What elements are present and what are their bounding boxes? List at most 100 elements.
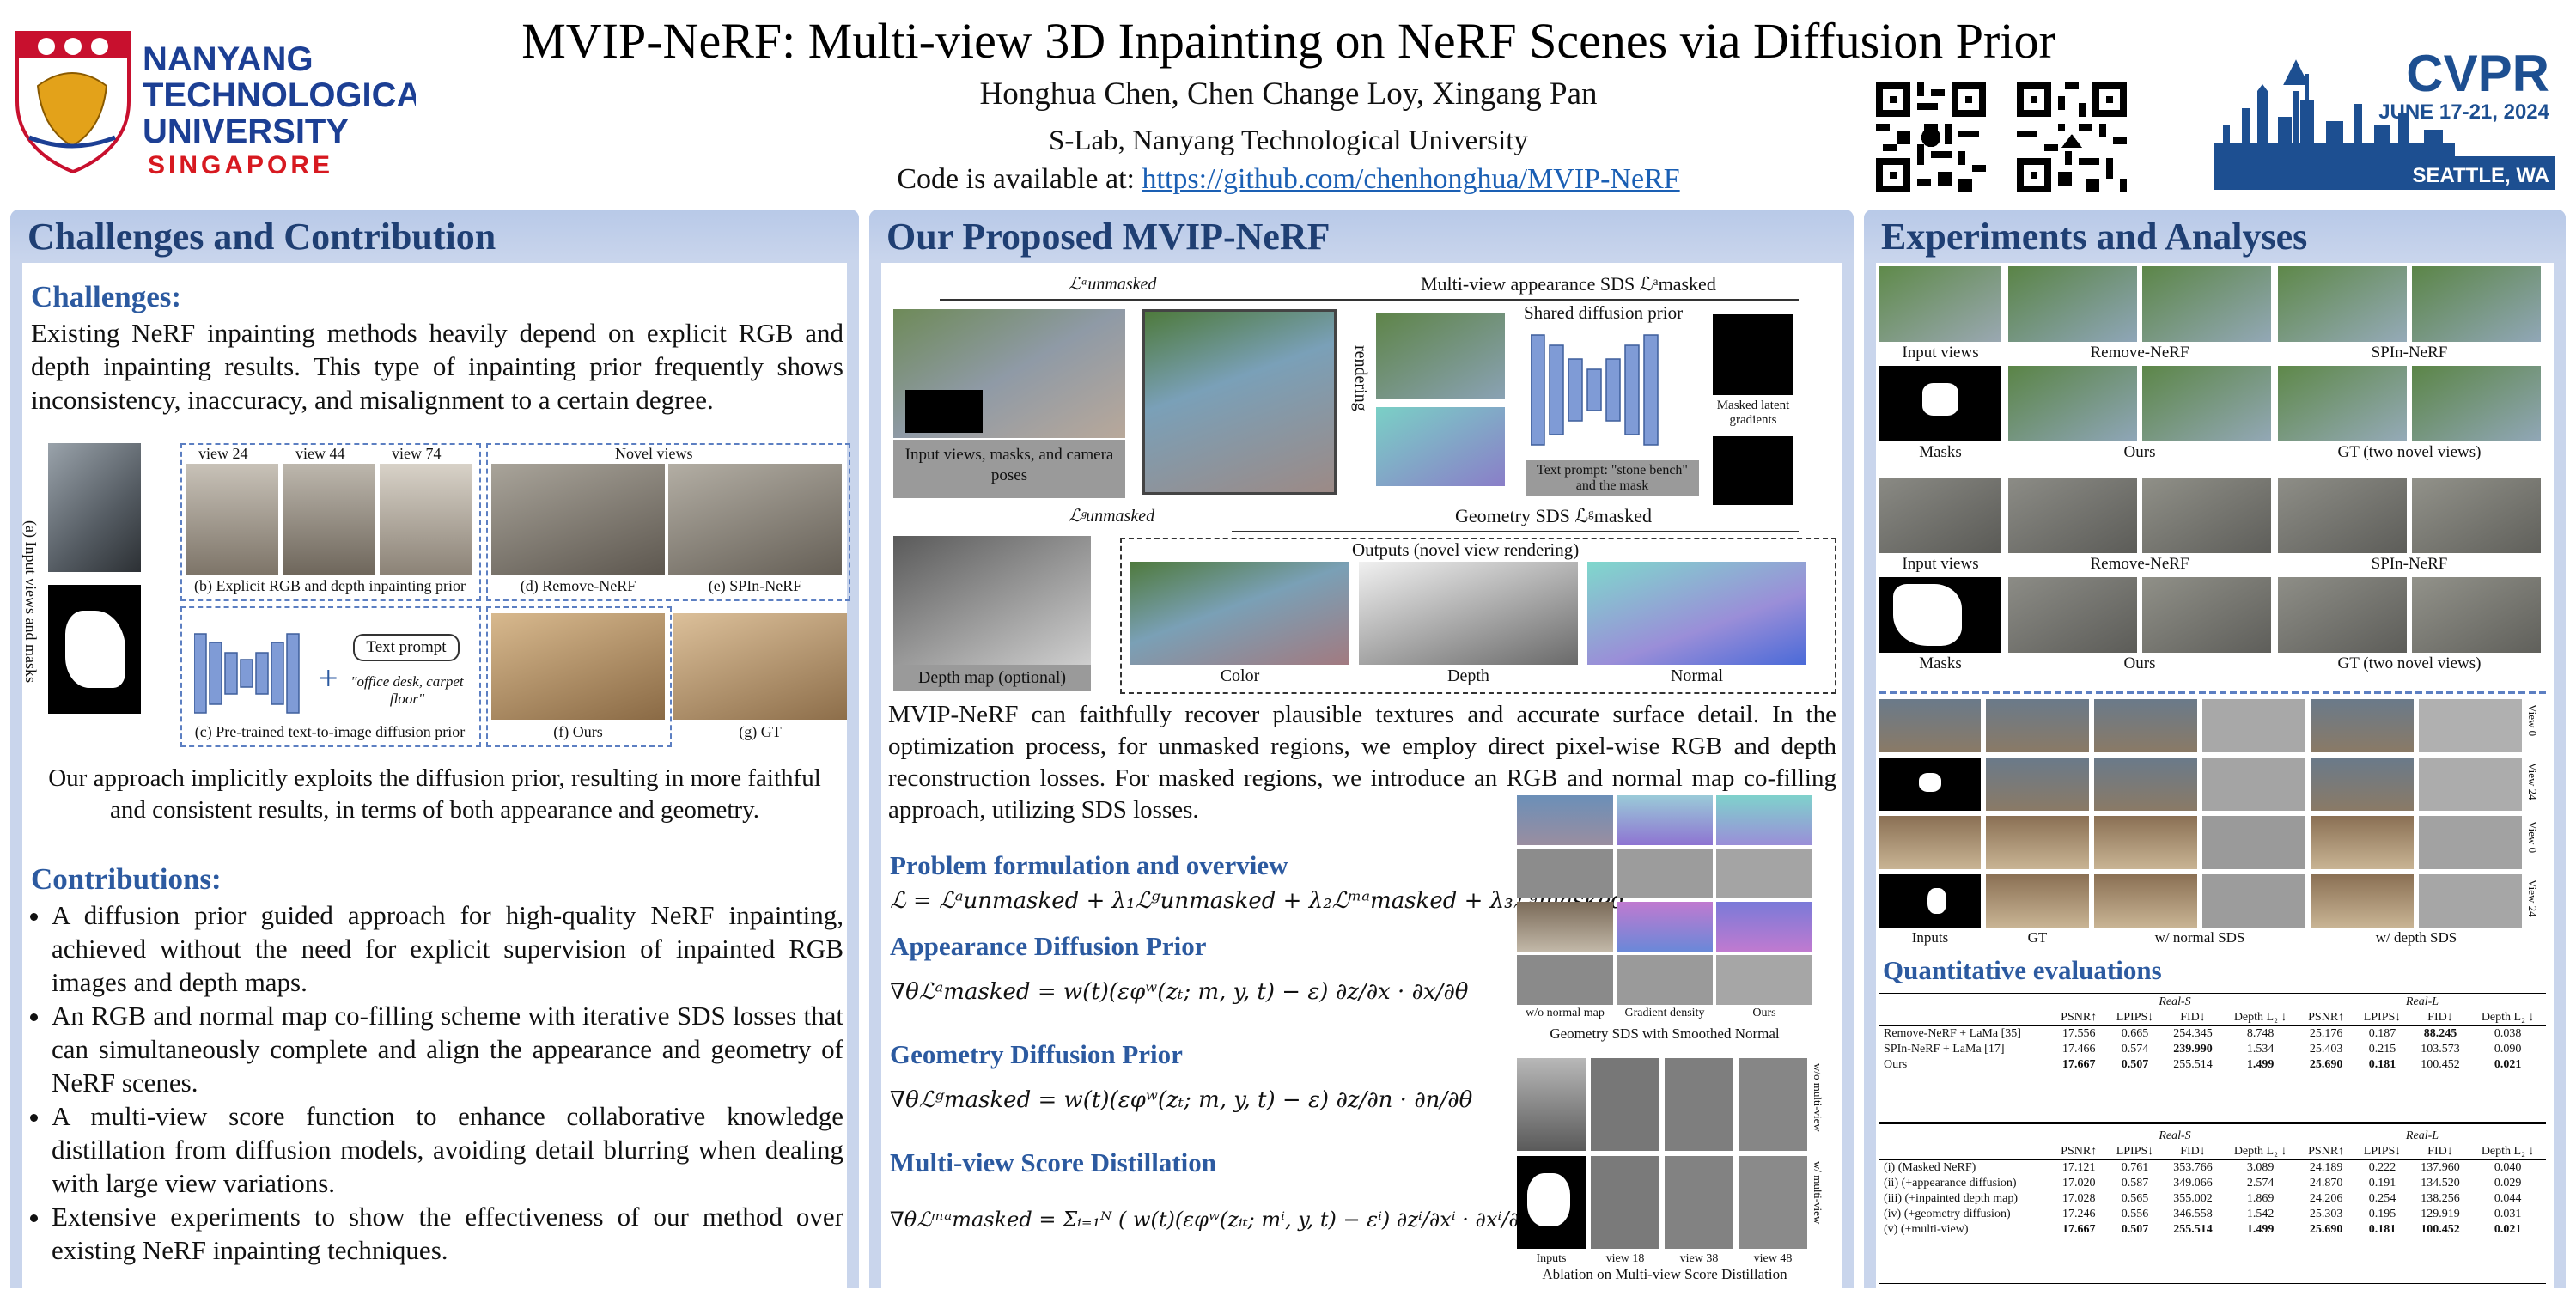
masked-latent-label: Masked latent gradients (1716, 399, 1790, 427)
cvpr-name: CVPR (2406, 45, 2549, 102)
abl1-label-1: w/o normal map (1526, 1007, 1605, 1019)
panel-title-left: Challenges and Contribution (27, 216, 496, 258)
geometry-equation: ∇θℒᵍmasked = w(t)(εφʷ(zₜ; m, y, t) − ε) … (890, 1087, 1473, 1113)
input-views-stack (893, 309, 1125, 438)
g1-label-masks: Masks (1919, 443, 1962, 461)
output-normal (1587, 562, 1806, 665)
g2-label-masks: Masks (1919, 654, 1962, 672)
panel-title-right: Experiments and Analyses (1881, 216, 2308, 258)
table-row: SPIn-NeRF + LaMa [17] 17.466 0.574 239.990 1… (1884, 1043, 2522, 1056)
metric-header: Depth L₂ ↓ (2233, 1011, 2287, 1024)
table-row: Remove-NeRF + LaMa [35] 17.556 0.665 254.34… (1879, 1025, 2546, 1043)
ntu-line-1: NANYANG (143, 40, 314, 78)
metric-header: LPIPS↓ (2363, 1011, 2402, 1024)
spin-nerf-result (668, 464, 842, 575)
multiview-ablation-figure: w/o multi-view w/ multi-view Inputs view… (1517, 1058, 1843, 1290)
caption-f: (f) Ours (553, 723, 603, 740)
g2-label-ours: Ours (2123, 654, 2156, 672)
g1-label-ours: Ours (2123, 443, 2156, 461)
qr-code-github[interactable] (1876, 82, 1986, 192)
pipeline-figure: ℒᵃunmasked Multi-view appearance SDS ℒᵃm… (888, 268, 1842, 694)
g1-label-remove: Remove-NeRF (2090, 344, 2189, 362)
group-real-s: Real-S (2159, 995, 2191, 1008)
table-row: (iii) (+inpainted depth map) 17.028 0.565 3… (1884, 1192, 2522, 1205)
panel-challenges: Challenges and Contribution Challenges: … (10, 210, 859, 1288)
remove-nerf-result (491, 464, 665, 575)
prompt-value: "office desk, carpet floor" (350, 673, 464, 707)
metric-header: Depth L₂ ↓ (2481, 1145, 2535, 1158)
appearance-heading: Appearance Diffusion Prior (890, 931, 1207, 961)
table-row: Ours 17.667 0.507 255.514 1.499 25.690 0.181 10… (1884, 1058, 2522, 1071)
abl2-side-2: w/ multi-view (1812, 1161, 1824, 1225)
text-prompt-box: Text prompt (353, 634, 460, 661)
metric-header: PSNR↑ (2061, 1011, 2098, 1024)
abl1-label-2: Gradient density (1624, 1007, 1705, 1019)
abl1-caption: Geometry SDS with Smoothed Normal (1550, 1025, 1780, 1042)
g1-label-gt: GT (two novel views) (2337, 443, 2482, 461)
nerf-volume (1142, 309, 1337, 495)
qualitative-grid-2: Input views Remove-NeRF SPIn-NeRF Masks … (1879, 478, 2549, 684)
abl2-label-3: view 38 (1679, 1252, 1719, 1265)
input-view-stack (48, 443, 141, 572)
cvpr-logo: CVPR JUNE 17-21, 2024 SEATTLE, WA (2214, 40, 2555, 190)
multiview-heading: Multi-view Score Distillation (890, 1147, 1216, 1177)
teaser-figure: (a) Input views and masks view 24 view 4… (22, 435, 850, 752)
code-prefix: Code is available at: (897, 163, 1142, 195)
panel-title-middle: Our Proposed MVIP-NeRF (886, 216, 1331, 258)
metric-header: FID↓ (2180, 1011, 2206, 1024)
ntu-line-2: TECHNOLOGICAL (143, 76, 416, 114)
prior-view-74 (380, 464, 472, 575)
prior-view-24 (186, 464, 278, 575)
g2-label-gt: GT (two novel views) (2337, 654, 2482, 672)
metric-header: PSNR↑ (2308, 1145, 2345, 1158)
abl-label-depth: w/ depth SDS (2375, 929, 2457, 946)
view-label-24: view 24 (198, 445, 248, 462)
outputs-label: Outputs (novel view rendering) (1352, 539, 1580, 560)
masked-latent-gradient (1713, 314, 1793, 395)
metric-header: Depth L₂ ↓ (2233, 1145, 2287, 1158)
metric-header: LPIPS↓ (2363, 1145, 2402, 1158)
novel-views-label: Novel views (615, 445, 693, 462)
challenges-heading: Challenges: (31, 280, 181, 313)
caption-b: (b) Explicit RGB and depth inpainting pr… (194, 577, 466, 594)
shared-prior-label: Shared diffusion prior (1524, 302, 1684, 323)
masked-latent-gradient-2 (1713, 436, 1793, 505)
input-caption: Input views, masks, and camera poses (893, 440, 1125, 498)
divider (1879, 691, 2546, 694)
abl-side-4: View 24 (2526, 879, 2539, 917)
l-unmasked-g-label: ℒᵍunmasked (1069, 507, 1155, 526)
abl2-side-1: w/o multi-view (1812, 1063, 1824, 1132)
output-color (1130, 562, 1349, 665)
abl2-label-1: Inputs (1536, 1252, 1567, 1265)
g1-label-input: Input views (1902, 344, 1979, 362)
output-label-depth: Depth (1447, 666, 1489, 685)
table-row: (ii) (+appearance diffusion) 17.020 0.587 3… (1884, 1177, 2522, 1190)
input-views-label: (a) Input views and masks (22, 520, 40, 683)
pipeline-text-prompt: Text prompt: "stone bench" and the mask (1526, 460, 1699, 496)
ours-result (491, 613, 665, 720)
output-depth (1359, 562, 1578, 665)
quant-table-1: Real-S Real-L PSNR↑ LPIPS↓ FID↓ Depth L₂ ↓ P… (1879, 995, 2546, 1073)
poster-title: MVIP-NeRF: Multi-view 3D Inpainting on N… (521, 13, 2055, 69)
contribution-item: A multi-view score function to enhance c… (52, 1099, 843, 1200)
caption-e: (e) SPIn-NeRF (708, 577, 802, 594)
abl2-caption: Ablation on Multi-view Score Distillatio… (1542, 1266, 1787, 1282)
panel-method: Our Proposed MVIP-NeRF ℒᵃunmasked Multi-… (869, 210, 1854, 1288)
contribution-item: A diffusion prior guided approach for hi… (52, 898, 843, 999)
unet-icon (1530, 330, 1677, 450)
metric-header: FID↓ (2427, 1145, 2453, 1158)
qr-code-project[interactable] (2017, 82, 2127, 192)
metric-header: Depth L₂ ↓ (2481, 1011, 2535, 1024)
contributions-heading: Contributions: (31, 862, 222, 896)
table-row: (iv) (+geometry diffusion) 17.246 0.556 346… (1884, 1208, 2522, 1220)
caption-d: (d) Remove-NeRF (520, 577, 636, 594)
quant-table-2: Real-S Real-L PSNR↑ LPIPS↓ FID↓ Depth L₂ ↓ P… (1879, 1129, 2546, 1238)
code-link[interactable]: https://github.com/chenhonghua/MVIP-NeRF (1142, 163, 1680, 195)
ntu-line-3: UNIVERSITY (143, 113, 349, 150)
ntu-country: SINGAPORE (148, 151, 333, 180)
metric-header: LPIPS↓ (2116, 1145, 2154, 1158)
cvpr-dates: JUNE 17-21, 2024 (2378, 100, 2549, 124)
depth-map-input (893, 536, 1091, 665)
multiview-equation: ∇θℒᵐᵃmasked = Σᵢ₌₁ᴺ ( w(t)(εφʷ(zᵢₜ; mⁱ, … (890, 1208, 1547, 1232)
caption-c: (c) Pre-trained text-to-image diffusion … (194, 723, 466, 740)
